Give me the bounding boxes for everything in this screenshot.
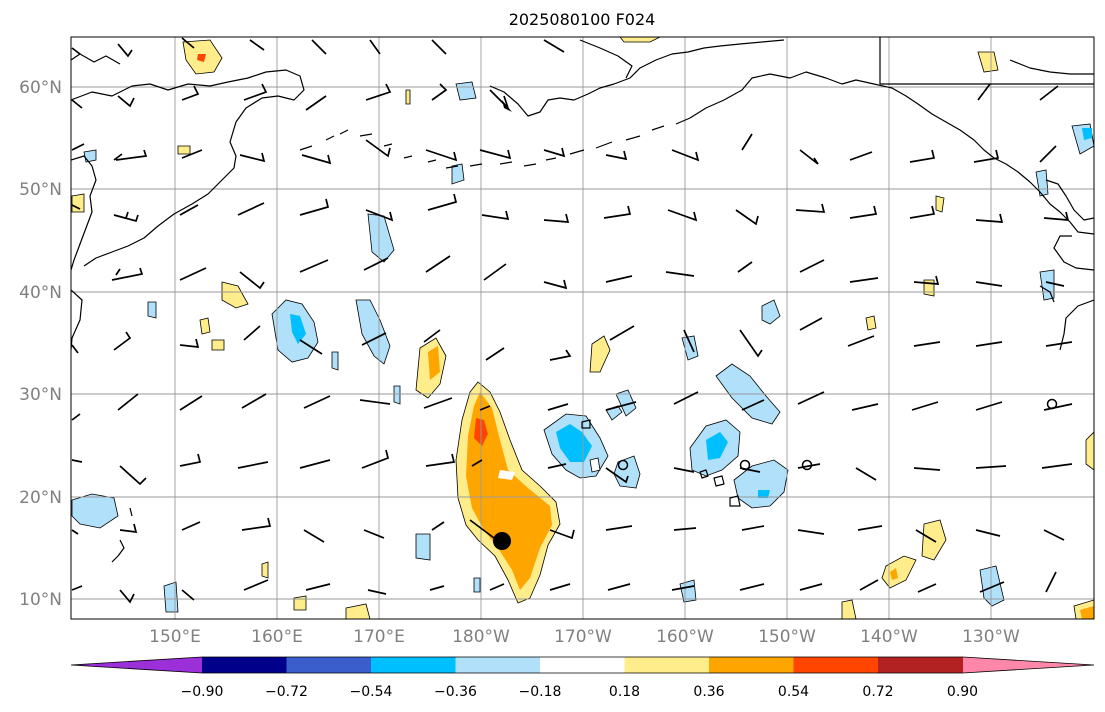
map-markers <box>493 100 1058 550</box>
colorbar-tick-label: −0.18 <box>519 684 562 700</box>
colorbar-tick-label: −0.90 <box>181 684 224 700</box>
lat-label: 50°N <box>19 180 62 200</box>
colorbar-segment <box>793 657 879 673</box>
colorbar-segment <box>878 657 963 673</box>
lat-label: 30°N <box>19 385 62 405</box>
colorbar-segment <box>709 657 794 673</box>
colorbar-tick-label: −0.54 <box>350 684 393 700</box>
figure-title: 2025080100 F024 <box>509 10 656 29</box>
lat-label: 40°N <box>19 283 62 303</box>
positive-shading-core <box>466 392 552 590</box>
lon-label: 130°W <box>962 627 1020 647</box>
colorbar-segment <box>71 657 202 673</box>
lon-label: 170°E <box>353 627 405 647</box>
lon-label: 160°E <box>251 627 303 647</box>
calm-wind-marker <box>739 459 751 471</box>
lon-label: 150°W <box>758 627 816 647</box>
wind-barbs <box>71 37 1073 604</box>
colorbar-tick-label: −0.36 <box>434 684 477 700</box>
calm-wind-marker <box>617 459 629 471</box>
lat-label: 10°N <box>19 590 62 610</box>
colorbar-ticks: −0.90 −0.72 −0.54 −0.36 −0.18 0.18 0.36 … <box>181 684 979 700</box>
calm-wind-marker <box>1046 398 1058 410</box>
colorbar-segment <box>455 657 541 673</box>
coastlines <box>71 37 1094 563</box>
lon-label: 180°W <box>452 627 510 647</box>
lon-label: 170°W <box>554 627 612 647</box>
colorbar: −0.90 −0.72 −0.54 −0.36 −0.18 0.18 0.36 … <box>70 656 1095 700</box>
calm-wind-marker <box>801 459 813 471</box>
lon-label: 160°W <box>656 627 714 647</box>
colorbar-tick-label: −0.72 <box>265 684 308 700</box>
colorbar-segment <box>963 657 1094 673</box>
colorbar-tick-label: 0.18 <box>609 684 640 700</box>
colorbar-tick-label: 0.90 <box>947 684 978 700</box>
colorbar-segment <box>624 657 710 673</box>
lon-label: 140°W <box>860 627 918 647</box>
tropical-system-marker <box>493 532 511 550</box>
longitude-labels: 150°E 160°E 170°E 180°W 170°W 160°W 150°… <box>149 627 1020 647</box>
colorbar-tick-label: 0.36 <box>693 684 724 700</box>
map-panel <box>71 37 1094 619</box>
lat-label: 20°N <box>19 488 62 508</box>
colorbar-tick-label: 0.72 <box>862 684 893 700</box>
lon-label: 150°E <box>149 627 201 647</box>
lat-label: 60°N <box>19 78 62 98</box>
colorbar-segment <box>286 657 372 673</box>
colorbar-segment <box>371 657 456 673</box>
gridlines <box>71 37 1094 619</box>
colorbar-segment <box>202 657 287 673</box>
latitude-labels: 60°N 50°N 40°N 30°N 20°N 10°N <box>19 78 62 610</box>
colorbar-segment <box>540 657 625 673</box>
colorbar-tick-label: 0.54 <box>778 684 809 700</box>
map-frame <box>70 36 1095 620</box>
